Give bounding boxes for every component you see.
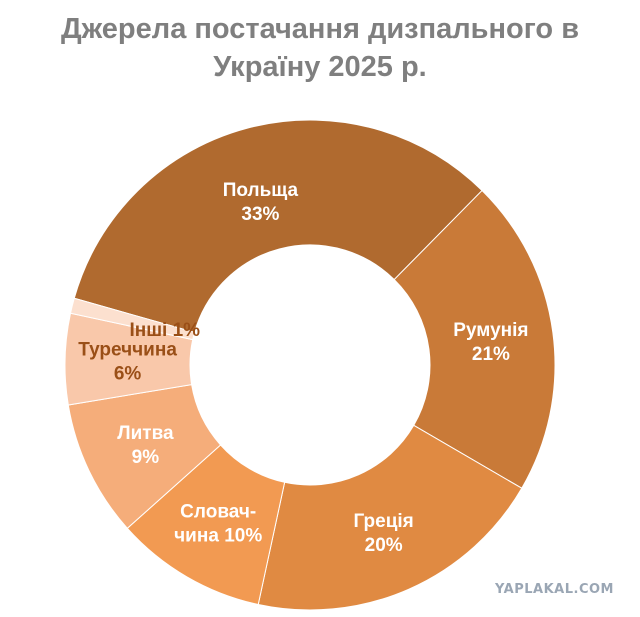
- slice-label-3: Словач-чина 10%: [174, 502, 262, 547]
- labels-layer: Польща 33% Румунія 21% Греція 20% Словач-чина …: [78, 180, 528, 556]
- slice-0: [73, 119, 483, 333]
- slice-1: [393, 189, 556, 489]
- slice-label-5-line-0: Туреччина: [78, 340, 177, 361]
- slice-label-5-line-1: 6%: [114, 364, 142, 385]
- slices-layer: [64, 119, 556, 611]
- slice-label-2: Греція 20%: [354, 511, 414, 556]
- slice-2: [257, 424, 523, 611]
- slice-label-3-line-0: Словач-: [180, 502, 256, 523]
- chart-title-line-2: Україну 2025 р.: [213, 51, 427, 83]
- chart-title-line-1: Джерела постачання дизпального в: [60, 13, 580, 45]
- slice-label-0: Польща 33%: [223, 180, 299, 225]
- slice-label-1-line-1: 21%: [472, 344, 510, 365]
- slice-label-2-line-0: Греція: [354, 511, 414, 532]
- slice-6: [69, 297, 196, 341]
- slice-label-3-line-1: чина 10%: [174, 526, 262, 547]
- slice-label-5: Туреччина 6%: [78, 340, 177, 385]
- slice-label-4-line-1: 9%: [132, 447, 160, 468]
- slice-label-1-line-0: Румунія: [453, 320, 528, 341]
- slice-label-2-line-1: 20%: [365, 535, 403, 556]
- slice-label-6-line-0: Інші 1%: [129, 320, 200, 341]
- slice-label-0-line-0: Польща: [223, 180, 299, 201]
- slice-label-0-line-1: 33%: [241, 204, 279, 225]
- slice-label-6: Інші 1%: [129, 320, 200, 341]
- slice-label-4: Литва 9%: [117, 423, 174, 468]
- slice-label-1: Румунія 21%: [453, 320, 528, 365]
- watermark: YAPLAKAL.COM: [495, 582, 614, 597]
- chart-title: Джерела постачання дизпального в Україну…: [0, 10, 640, 86]
- slice-label-4-line-0: Литва: [117, 423, 174, 444]
